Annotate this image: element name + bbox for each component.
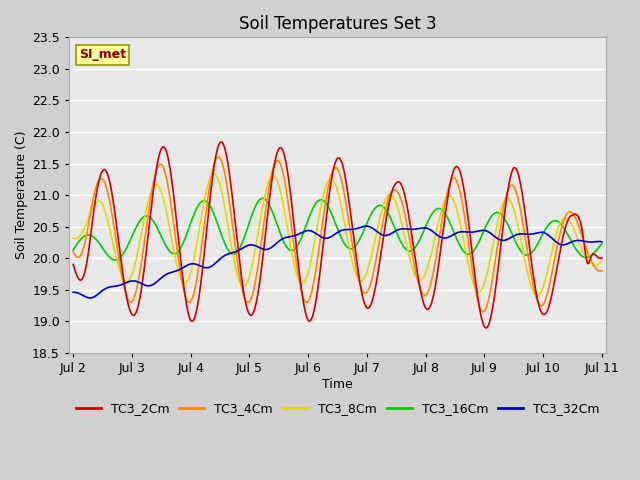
Y-axis label: Soil Temperature (C): Soil Temperature (C) — [15, 131, 28, 259]
Title: Soil Temperatures Set 3: Soil Temperatures Set 3 — [239, 15, 436, 33]
Legend: TC3_2Cm, TC3_4Cm, TC3_8Cm, TC3_16Cm, TC3_32Cm: TC3_2Cm, TC3_4Cm, TC3_8Cm, TC3_16Cm, TC3… — [70, 397, 605, 420]
Text: SI_met: SI_met — [79, 48, 126, 61]
X-axis label: Time: Time — [322, 378, 353, 391]
